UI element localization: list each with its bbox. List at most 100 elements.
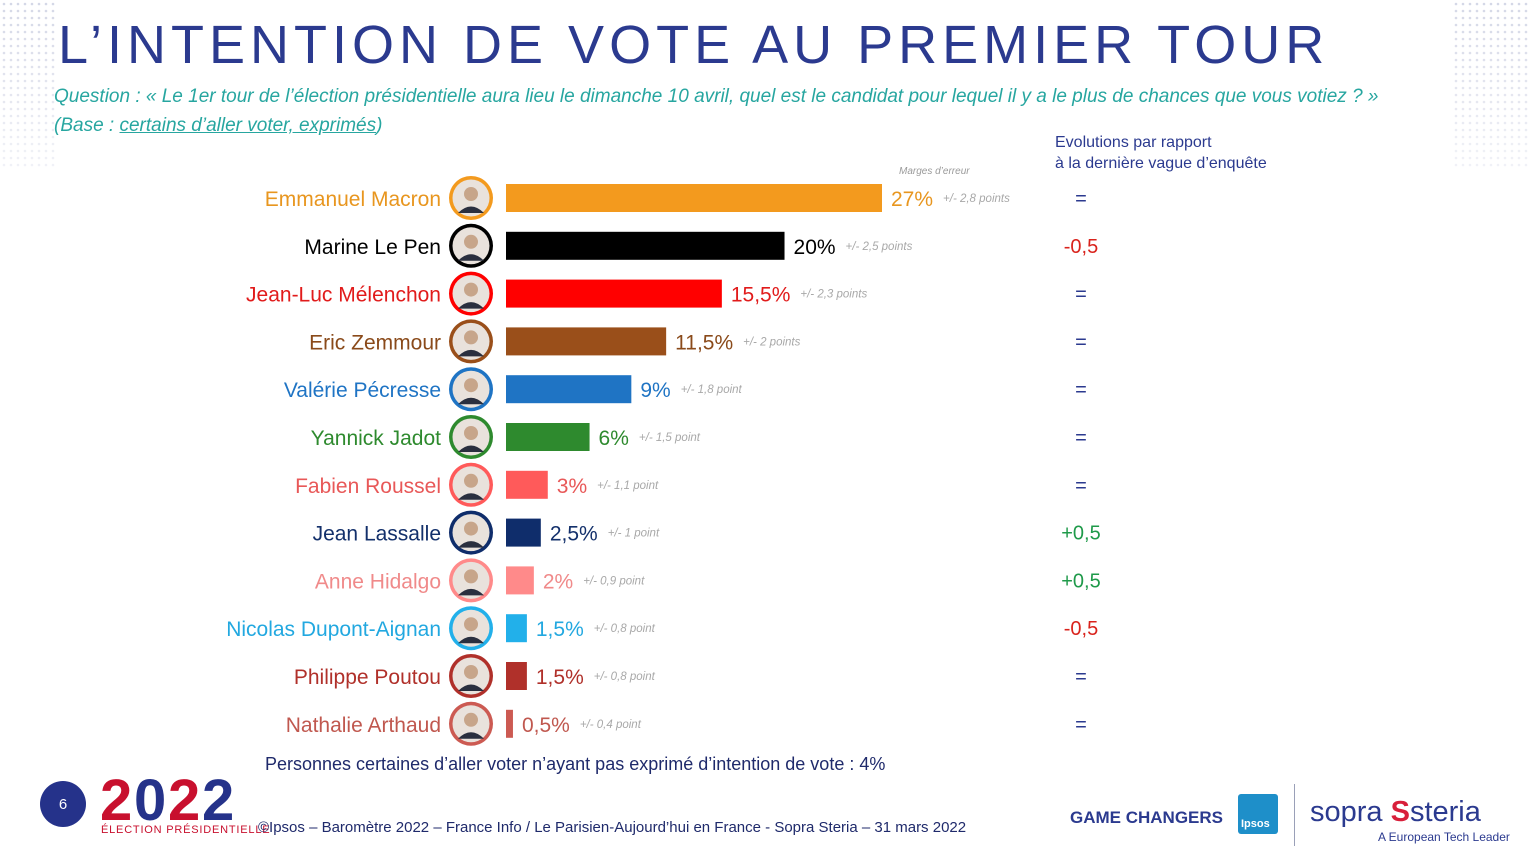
avatar-body-icon [458,493,484,500]
value-label: 9% [640,379,670,402]
evolution-label: = [1075,475,1087,497]
vote-intention-bar-chart: Emmanuel Macron 27% +/- 2,8 points = Marine … [226,176,1101,746]
election-logo-subtitle: ÉLECTION PRÉSIDENTIELLE [101,824,271,836]
margin-label: +/- 1 point [608,528,660,540]
svg-text:2: 2 [202,768,232,824]
avatar-body-icon [458,684,484,691]
evolutions-header: Evolutions par rapport à la dernière vag… [1055,132,1267,174]
evolution-label: +0,5 [1061,570,1100,592]
avatar-body-icon [458,397,484,405]
footer-separator [1294,784,1295,846]
margin-label: +/- 2,3 points [800,289,867,301]
svg-text:2: 2 [168,768,198,824]
evolution-label: = [1075,188,1087,210]
bar [506,231,785,260]
avatar-face-icon [464,282,478,297]
avatar-body-icon [458,302,484,309]
value-label: 11,5% [675,331,733,354]
margin-label: +/- 1,1 point [597,480,659,492]
margin-label: +/- 0,4 point [580,719,642,731]
bar [506,614,527,643]
svg-text:0: 0 [134,768,164,824]
sopra-steria-logo: sopra Ssteria [1310,796,1481,829]
candidate-name: Emmanuel Macron [265,188,441,211]
evolution-label: = [1075,666,1087,688]
candidate-name: Valérie Pécresse [284,379,441,402]
source-citation: ©Ipsos – Baromètre 2022 – France Info / … [258,819,967,836]
base-prefix: (Base : [54,115,120,136]
survey-base: (Base : certains d’aller voter, exprimés… [54,115,382,137]
avatar-body-icon [458,588,484,596]
candidate-name: Jean-Luc Mélenchon [246,284,441,307]
candidate-name: Anne Hidalgo [315,570,441,593]
avatar-face-icon [464,617,478,632]
base-suffix: ) [376,115,383,136]
candidate-name: Eric Zemmour [309,331,441,354]
margin-label: +/- 2,8 points [943,193,1010,205]
evolutions-header-line2: à la dernière vague d’enquête [1055,155,1267,172]
evolution-label: = [1075,284,1087,306]
avatar-body-icon [458,541,484,548]
avatar-face-icon [464,378,478,393]
avatar-body-icon [458,732,484,739]
bar [506,566,534,595]
evolution-label: = [1075,379,1087,401]
avatar-body-icon [458,206,484,213]
candidate-name: Yannick Jadot [311,427,442,450]
candidate-name: Fabien Roussel [295,475,441,498]
margin-label: +/- 0,9 point [583,575,645,587]
candidate-name: Nathalie Arthaud [286,714,441,737]
bar [506,375,632,404]
value-label: 20% [794,236,836,259]
margin-label: +/- 1,5 point [639,432,701,444]
avatar-face-icon [464,521,478,536]
value-label: 2,5% [550,523,598,546]
bar [506,423,590,451]
evolution-label: = [1075,427,1087,449]
value-label: 3% [557,475,587,498]
page-title: L’INTENTION DE VOTE AU PREMIER TOUR [58,15,1330,75]
value-label: 0,5% [522,714,570,737]
steria-text: steria [1409,796,1481,828]
candidate-name: Philippe Poutou [294,666,441,689]
avatar-body-icon [458,254,484,261]
candidate-name: Marine Le Pen [304,236,441,259]
margin-label: +/- 2,5 points [846,241,913,253]
avatar-face-icon [464,569,478,584]
avatar-face-icon [464,330,478,345]
evolution-label: +0,5 [1061,523,1100,545]
bar [506,327,667,356]
avatar-body-icon [458,349,484,357]
game-changers-slogan: GAME CHANGERS [1070,808,1224,827]
evolution-label: -0,5 [1064,236,1098,258]
evolution-label: = [1075,714,1087,736]
sopra-tagline: A European Tech Leader [1378,830,1510,844]
value-label: 6% [599,427,629,450]
bar [506,662,527,690]
value-label: 1,5% [536,666,584,689]
base-link[interactable]: certains d’aller voter, exprimés [119,115,377,136]
value-label: 27% [891,188,933,211]
avatar-face-icon [464,712,478,727]
sopra-text: sopra [1310,796,1383,828]
value-label: 1,5% [536,618,584,641]
bar [506,279,722,308]
avatar-face-icon [464,473,478,488]
survey-question: Question : « Le 1er tour de l’élection p… [54,86,1379,107]
page-number: 6 [40,781,86,827]
svg-text:2: 2 [100,768,130,824]
evolutions-header-line1: Evolutions par rapport [1055,134,1212,151]
margin-label: +/- 0,8 point [594,671,656,683]
margins-label: Marges d’erreur [899,166,970,177]
avatar-body-icon [458,445,484,452]
sopra-steria-mark-icon: S [1390,796,1410,828]
value-label: 15,5% [731,284,791,307]
margin-label: +/- 0,8 point [594,623,656,635]
bar [506,184,882,212]
avatar-face-icon [464,665,478,679]
election-2022-logo: 2 0 2 2 [100,768,236,824]
avatar-body-icon [458,636,484,644]
evolution-label: = [1075,331,1087,353]
candidate-name: Jean Lassalle [313,523,441,546]
candidate-name: Nicolas Dupont-Aignan [226,618,441,641]
